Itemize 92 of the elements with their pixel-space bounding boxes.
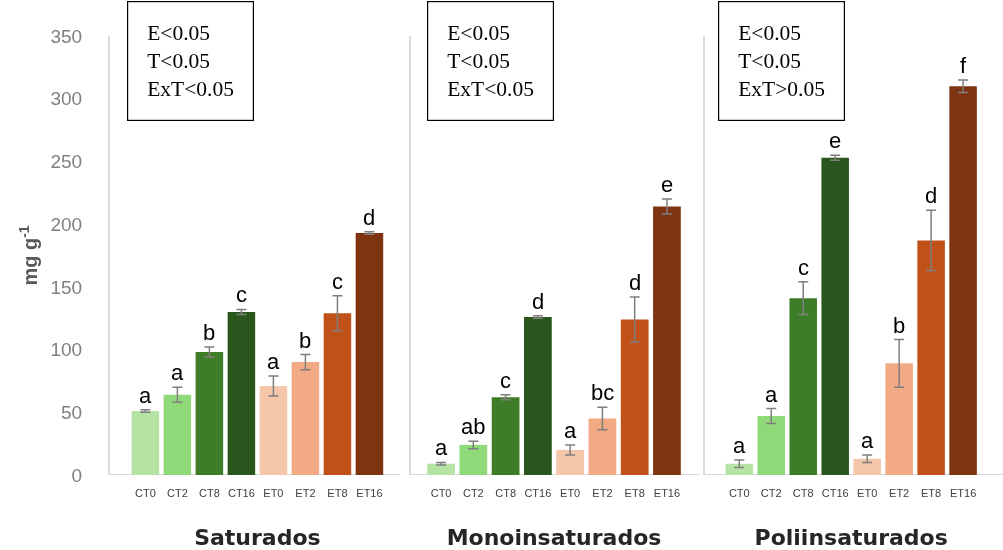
data-label: b <box>299 328 312 353</box>
x-tick-label: ET0 <box>857 487 878 499</box>
y-tick-label: 350 <box>50 25 83 47</box>
data-label: ab <box>461 414 486 439</box>
bar <box>524 316 552 475</box>
x-tick-label: CT2 <box>760 487 782 499</box>
bar <box>620 319 649 475</box>
data-label: d <box>363 205 376 230</box>
bar <box>853 458 881 475</box>
data-label: a <box>267 349 280 374</box>
annotation: E<0.05 <box>447 21 511 46</box>
bar <box>195 352 224 475</box>
data-label: d <box>925 183 938 208</box>
bar <box>459 444 488 475</box>
x-axis-title: Saturados <box>194 525 321 550</box>
bar <box>323 313 352 475</box>
data-label: f <box>960 53 967 78</box>
annotation: T<0.05 <box>738 49 802 74</box>
x-axis-title: Monoinsaturados <box>446 525 662 550</box>
data-label: d <box>532 289 545 314</box>
x-axis-title: Poliinsaturados <box>754 525 948 550</box>
bar <box>131 411 160 475</box>
x-tick-label: CT8 <box>792 487 814 499</box>
bar <box>355 232 384 475</box>
x-tick-label: CT16 <box>821 487 849 499</box>
y-tick-label: 150 <box>50 276 83 298</box>
y-tick-label: 250 <box>50 151 83 173</box>
y-tick-label: 50 <box>61 401 83 423</box>
x-tick-label: ET8 <box>624 487 645 499</box>
bar <box>163 394 192 475</box>
bar <box>653 206 681 475</box>
data-label: a <box>765 382 778 407</box>
bar <box>227 311 256 475</box>
x-tick-label: CT2 <box>167 487 188 499</box>
annotation: ExT<0.05 <box>147 77 234 102</box>
data-label: a <box>861 428 874 453</box>
bar <box>291 362 320 475</box>
y-tick-label: 100 <box>50 339 83 361</box>
bar <box>917 240 945 475</box>
data-label: c <box>798 255 809 280</box>
x-tick-label: ET8 <box>921 487 942 499</box>
data-label: b <box>203 320 216 345</box>
x-tick-label: CT16 <box>524 487 552 499</box>
x-tick-label: CT0 <box>134 487 156 499</box>
data-label: c <box>332 269 343 294</box>
x-tick-label: CT8 <box>199 487 220 499</box>
x-tick-label: ET8 <box>327 487 348 499</box>
y-tick-label: 300 <box>50 88 83 110</box>
x-tick-label: ET16 <box>949 487 977 499</box>
bar <box>821 157 849 475</box>
data-label: b <box>893 313 906 338</box>
x-tick-label: CT0 <box>728 487 750 499</box>
x-tick-label: ET0 <box>560 487 581 499</box>
x-tick-label: CT0 <box>430 487 452 499</box>
bar <box>725 463 754 475</box>
data-label: d <box>629 270 642 295</box>
bar <box>491 397 520 475</box>
x-tick-label: ET2 <box>295 487 316 499</box>
x-tick-label: ET2 <box>592 487 613 499</box>
data-label: a <box>435 435 448 460</box>
x-tick-label: ET2 <box>889 487 910 499</box>
x-tick-label: CT8 <box>495 487 516 499</box>
annotation: ExT<0.05 <box>447 77 534 102</box>
bar <box>588 418 617 475</box>
data-label: c <box>500 368 511 393</box>
annotation: T<0.05 <box>147 49 211 74</box>
x-tick-label: ET16 <box>653 487 681 499</box>
bar <box>789 298 817 475</box>
data-label: c <box>236 282 247 307</box>
annotation: E<0.05 <box>147 21 211 46</box>
annotation: E<0.05 <box>738 21 802 46</box>
x-tick-label: CT2 <box>462 487 484 499</box>
data-label: a <box>171 360 184 385</box>
y-tick-label: 200 <box>50 213 83 235</box>
annotation: ExT>0.05 <box>738 77 825 102</box>
bar <box>757 416 785 475</box>
data-label: e <box>661 172 674 197</box>
y-tick-label: 0 <box>71 464 83 486</box>
x-tick-label: ET16 <box>356 487 383 499</box>
data-label: a <box>733 433 746 458</box>
data-label: a <box>564 418 577 443</box>
data-label: a <box>139 383 152 408</box>
data-label: e <box>829 128 842 153</box>
bar <box>949 86 977 475</box>
x-tick-label: ET0 <box>263 487 284 499</box>
data-label: bc <box>591 380 615 405</box>
bar <box>556 449 585 475</box>
bar <box>885 363 913 475</box>
x-tick-label: CT16 <box>227 487 255 499</box>
bar <box>427 463 455 475</box>
bar <box>259 385 288 475</box>
annotation: T<0.05 <box>447 49 511 74</box>
